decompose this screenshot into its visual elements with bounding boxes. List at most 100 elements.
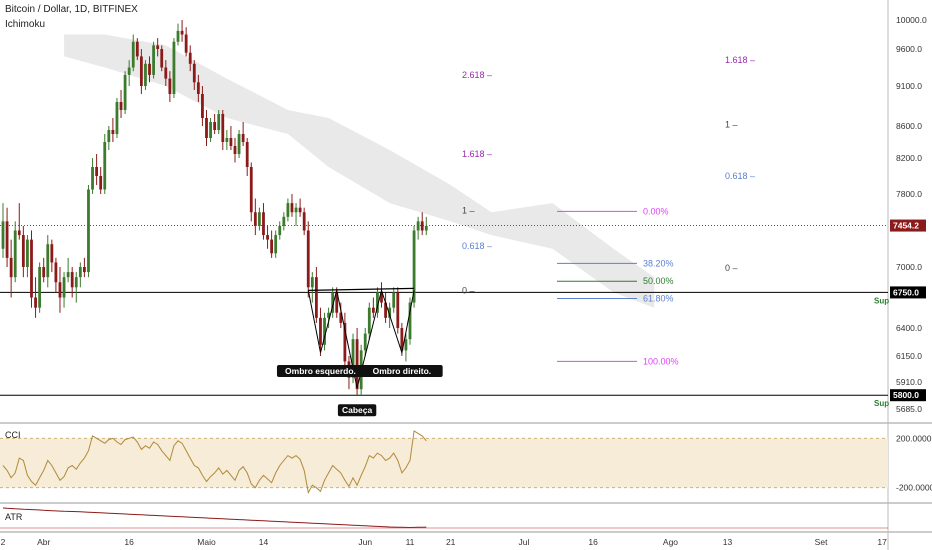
- candle-body: [148, 63, 151, 75]
- candle-body: [335, 292, 339, 313]
- candle-body: [58, 282, 62, 298]
- price-tick-label: 5910.0: [896, 377, 922, 387]
- time-tick-label: 16: [124, 537, 134, 547]
- candle-body: [213, 122, 217, 130]
- price-tick-label: 8600.0: [896, 121, 922, 131]
- candle-body: [412, 230, 416, 303]
- candle-body: [26, 239, 29, 267]
- candle-body: [188, 52, 192, 64]
- candle-body: [139, 56, 143, 86]
- price-axis: 10000.0 9600.0 9100.0 8600.0 8200.0 7800.0 700…: [890, 15, 927, 414]
- candle-body: [87, 189, 90, 273]
- candle-body: [115, 102, 119, 134]
- candle-body: [119, 102, 123, 110]
- symbol-title: Bitcoin / Dollar, 1D, BITFINEX: [5, 4, 138, 15]
- price-tick-label: 6400.0: [896, 323, 922, 333]
- candle-body: [253, 212, 257, 226]
- fib-retracement-label: 50.00%: [643, 276, 674, 286]
- candle-body: [221, 114, 225, 142]
- candle-body: [54, 262, 58, 283]
- fib-extension-label: 0 –: [462, 285, 475, 295]
- fib-retracement-label: 0.00%: [643, 206, 669, 216]
- price-tick-label: 7800.0: [896, 189, 922, 199]
- candle-body: [416, 221, 420, 231]
- candle-body: [209, 122, 212, 138]
- candle-body: [156, 45, 160, 49]
- time-tick-label: 13: [723, 537, 733, 547]
- horizontal-lines: Sup Sup: [0, 225, 889, 408]
- candle-body: [42, 267, 46, 278]
- fib-retracement-label: 61.80%: [643, 294, 674, 304]
- fib-extension-label: 2.618 –: [462, 70, 492, 80]
- candle-body: [50, 244, 54, 263]
- time-tick-label: 2: [1, 537, 6, 547]
- candle-body: [144, 63, 147, 86]
- candle-body: [266, 235, 269, 240]
- candle-body: [176, 30, 180, 42]
- indicator-label: Ichimoku: [5, 19, 46, 30]
- candle-body: [424, 225, 428, 231]
- fib-extension-label: 0.618 –: [725, 171, 755, 181]
- support-price-tag-bg: [890, 389, 926, 402]
- price-tick-label: 8200.0: [896, 153, 922, 163]
- support-price-tag: 5800.0: [893, 390, 919, 400]
- cloud-area: [64, 34, 655, 308]
- candle-body: [298, 207, 302, 213]
- time-axis: 2 Abr 16 Maio 14 Jun 11 21 Jul 16 Ago 13 Set 17: [1, 537, 887, 547]
- candle-body: [192, 63, 196, 83]
- support-tag: Sup: [874, 296, 889, 305]
- candle-body: [270, 239, 274, 254]
- candle-body: [408, 302, 412, 340]
- candle-body: [286, 203, 290, 217]
- current-price-tag-bg: [890, 219, 926, 232]
- head-and-shoulders-pattern: [307, 287, 415, 389]
- candle-body: [180, 30, 184, 35]
- candle-body: [5, 221, 9, 258]
- cci-line: [2, 430, 427, 495]
- time-tick-label: 11: [406, 537, 415, 547]
- candle-body: [34, 297, 37, 308]
- candle-body: [78, 267, 82, 278]
- price-tick-label: 5685.0: [896, 404, 922, 414]
- candle-body: [205, 118, 208, 138]
- candle-body: [123, 74, 127, 110]
- candle-body: [21, 235, 25, 267]
- candle-body: [376, 292, 379, 313]
- annotations: Ombro esquerdo. Cabeça Ombro direito.: [276, 365, 443, 417]
- price-tick-label: 9100.0: [896, 81, 922, 91]
- candle-body: [196, 82, 200, 94]
- cci-label: CCI: [5, 430, 21, 440]
- candle-body: [339, 312, 343, 323]
- candle-body: [111, 130, 115, 134]
- support-price-tag: 6750.0: [893, 287, 919, 297]
- neckline: [308, 287, 415, 291]
- candle-body: [131, 41, 135, 68]
- candle-body: [1, 221, 5, 249]
- candle-body: [95, 167, 99, 176]
- time-tick-label: Jun: [358, 537, 372, 547]
- candle-body: [83, 267, 86, 273]
- candle-body: [282, 216, 286, 226]
- price-tick-label: 7000.0: [896, 262, 922, 272]
- fib-retracement-label: 38.20%: [643, 258, 674, 268]
- cci-tick-label: 200.0000: [896, 433, 932, 443]
- pattern-outline: [307, 288, 415, 389]
- time-tick-label: 17: [877, 537, 887, 547]
- candle-body: [363, 333, 367, 351]
- atr-pane: ATR: [0, 507, 888, 529]
- time-tick-label: Set: [815, 537, 828, 547]
- candle-body: [13, 230, 17, 278]
- candle-body: [127, 67, 131, 75]
- candle-body: [294, 207, 298, 213]
- candle-body: [262, 212, 265, 236]
- candle-body: [331, 292, 335, 313]
- candle-body: [371, 307, 375, 313]
- candle-body: [420, 221, 424, 231]
- atr-line: [2, 507, 427, 529]
- candle-body: [91, 167, 94, 190]
- candle-body: [237, 134, 241, 154]
- candle-body: [135, 41, 139, 57]
- atr-label: ATR: [5, 512, 23, 522]
- ichimoku-cloud: [64, 34, 655, 308]
